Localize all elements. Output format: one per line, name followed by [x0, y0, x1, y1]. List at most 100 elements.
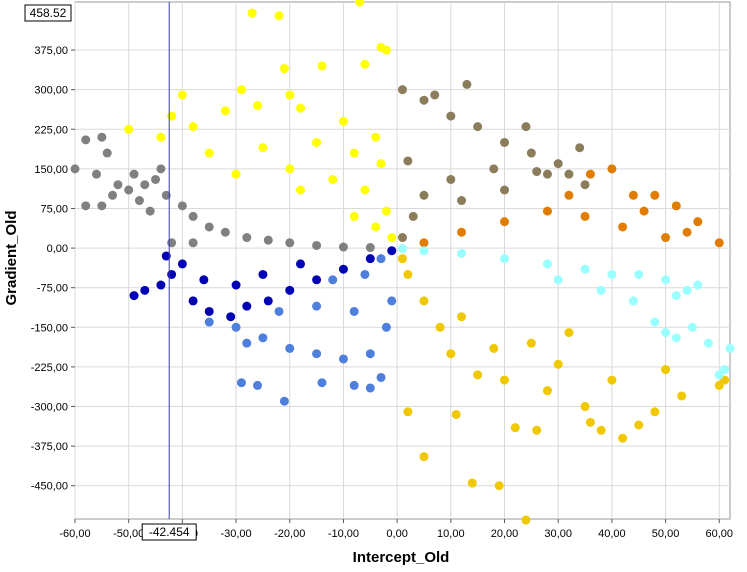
- data-point: [140, 285, 150, 295]
- data-point: [312, 137, 322, 147]
- y-axis: 375,00 300,00 225,00 150,00 75,00 0,00 -75,00 -…: [31, 45, 75, 493]
- data-point: [714, 370, 724, 380]
- data-point: [435, 322, 445, 332]
- data-point: [349, 211, 359, 221]
- y-readout-box: [24, 4, 72, 22]
- data-point: [167, 269, 177, 279]
- data-point: [328, 174, 338, 184]
- data-point: [489, 164, 499, 174]
- data-point: [204, 148, 214, 158]
- data-point: [585, 169, 595, 179]
- data-point: [177, 90, 187, 100]
- y-tick-label: 0,00: [47, 243, 68, 255]
- data-point: [253, 380, 263, 390]
- data-point: [462, 79, 472, 89]
- data-point: [661, 328, 671, 338]
- data-point: [360, 59, 370, 69]
- y-tick-label: -450,00: [31, 481, 68, 493]
- data-point: [365, 349, 375, 359]
- data-point: [258, 269, 268, 279]
- y-tick-label: 300,00: [34, 85, 68, 97]
- data-point: [236, 85, 246, 95]
- data-point: [634, 420, 644, 430]
- data-point: [564, 328, 574, 338]
- data-point: [81, 135, 91, 145]
- x-tick-label: -50,00: [113, 528, 144, 540]
- data-point: [628, 296, 638, 306]
- data-point: [188, 122, 198, 132]
- data-point: [360, 185, 370, 195]
- data-point: [285, 164, 295, 174]
- data-point: [419, 296, 429, 306]
- data-point: [639, 206, 649, 216]
- data-point: [338, 242, 348, 252]
- data-point: [457, 196, 467, 206]
- data-point: [532, 167, 542, 177]
- x-readout-label: -42.454: [149, 525, 190, 539]
- data-point: [242, 338, 252, 348]
- data-point: [279, 396, 289, 406]
- data-point: [457, 312, 467, 322]
- y-tick-label: -75,00: [37, 283, 68, 295]
- data-point: [387, 233, 397, 243]
- data-point: [398, 254, 407, 264]
- y-axis-title: Gradient_Old: [3, 210, 20, 305]
- data-point: [580, 264, 590, 274]
- data-point: [285, 238, 295, 248]
- data-point: [220, 106, 230, 116]
- x-tick-label: -20,00: [274, 528, 305, 540]
- data-point: [542, 259, 552, 269]
- x-tick-label: 60,00: [705, 528, 733, 540]
- data-point: [725, 343, 735, 353]
- data-point: [113, 180, 123, 190]
- data-point: [494, 481, 504, 491]
- data-point: [365, 254, 375, 264]
- data-point: [145, 206, 155, 216]
- data-point: [542, 169, 552, 179]
- data-point: [124, 185, 134, 195]
- data-point: [580, 402, 590, 412]
- data-point: [650, 317, 660, 327]
- data-point: [532, 425, 542, 435]
- data-point: [526, 338, 536, 348]
- x-tick-label: 50,00: [652, 528, 680, 540]
- data-point: [312, 301, 322, 311]
- data-point: [510, 423, 520, 433]
- data-point: [618, 222, 628, 232]
- data-point: [204, 306, 214, 316]
- data-point: [258, 333, 268, 343]
- data-point: [500, 137, 510, 147]
- data-point: [188, 296, 198, 306]
- data-point: [97, 132, 107, 142]
- y-tick-label: -375,00: [31, 441, 68, 453]
- data-point: [682, 285, 692, 295]
- data-point: [167, 238, 177, 248]
- data-point: [295, 259, 305, 269]
- data-point: [285, 285, 295, 295]
- data-point: [231, 280, 241, 290]
- data-point: [398, 233, 407, 243]
- data-point: [188, 238, 198, 248]
- data-point: [156, 164, 166, 174]
- y-tick-label: -300,00: [31, 402, 68, 414]
- data-point: [376, 254, 386, 264]
- data-point: [398, 85, 407, 95]
- crosshair[interactable]: 458.52 -42.454: [24, 2, 197, 541]
- data-point: [349, 148, 359, 158]
- data-point: [263, 235, 273, 245]
- data-point: [387, 296, 397, 306]
- y-tick-label: -150,00: [31, 322, 68, 334]
- data-point: [381, 322, 391, 332]
- data-point: [457, 248, 467, 258]
- data-point: [236, 378, 246, 388]
- data-point: [328, 275, 338, 285]
- data-point: [473, 122, 483, 132]
- x-tick-label: -60,00: [59, 528, 90, 540]
- data-point: [231, 169, 241, 179]
- data-point: [693, 217, 703, 227]
- data-point: [580, 180, 590, 190]
- data-point: [317, 61, 327, 71]
- data-point: [618, 433, 628, 443]
- data-point: [634, 269, 644, 279]
